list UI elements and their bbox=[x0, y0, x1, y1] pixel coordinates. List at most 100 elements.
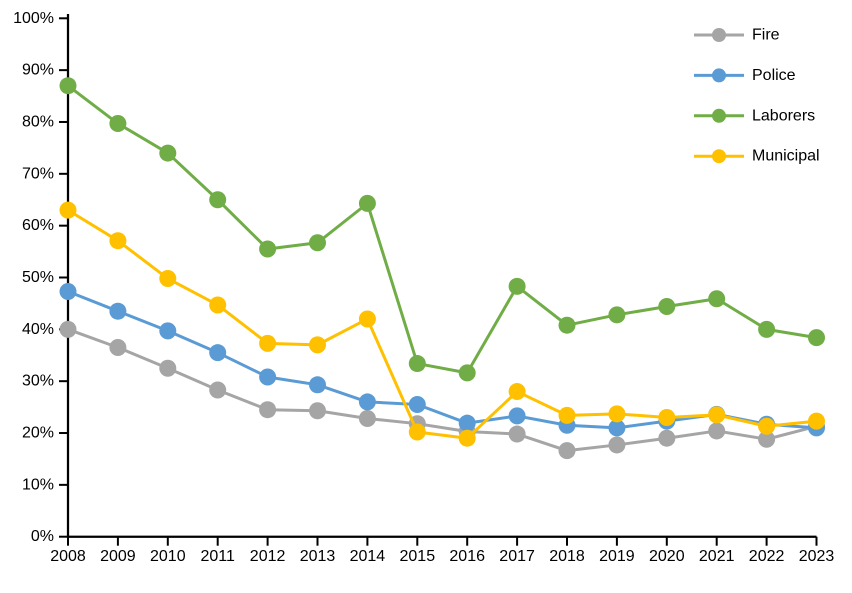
data-point-laborers-2012 bbox=[259, 240, 277, 258]
y-tick-label: 10% bbox=[22, 476, 54, 493]
legend-item-fire: Fire bbox=[694, 27, 780, 44]
x-tick-label: 2008 bbox=[50, 548, 86, 565]
x-tick-label: 2015 bbox=[400, 548, 436, 565]
x-tick-label: 2020 bbox=[649, 548, 685, 565]
data-point-municipal-2016 bbox=[458, 429, 476, 447]
legend-label-police: Police bbox=[752, 67, 796, 84]
x-tick-label: 2014 bbox=[350, 548, 386, 565]
data-point-fire-2021 bbox=[708, 422, 726, 440]
data-point-police-2009 bbox=[109, 302, 127, 320]
x-tick-label: 2021 bbox=[699, 548, 735, 565]
x-tick-label: 2011 bbox=[200, 548, 235, 565]
data-point-police-2012 bbox=[259, 368, 277, 386]
x-tick-label: 2023 bbox=[799, 548, 835, 565]
legend-marker-laborers bbox=[712, 108, 726, 123]
data-point-police-2011 bbox=[209, 344, 227, 362]
data-point-municipal-2008 bbox=[59, 201, 77, 219]
data-point-fire-2008 bbox=[59, 320, 77, 338]
y-tick-label: 60% bbox=[22, 217, 54, 234]
data-point-fire-2022 bbox=[758, 430, 776, 448]
data-point-municipal-2020 bbox=[658, 408, 676, 426]
data-point-fire-2019 bbox=[608, 436, 626, 454]
data-point-municipal-2009 bbox=[109, 232, 127, 250]
data-point-municipal-2015 bbox=[408, 423, 426, 441]
data-point-laborers-2014 bbox=[358, 194, 376, 212]
data-point-fire-2014 bbox=[358, 410, 376, 428]
data-point-municipal-2012 bbox=[259, 334, 277, 352]
legend-label-fire: Fire bbox=[752, 27, 780, 44]
data-point-laborers-2020 bbox=[658, 298, 676, 316]
data-point-fire-2010 bbox=[159, 359, 177, 377]
y-tick-label: 100% bbox=[13, 10, 54, 27]
data-point-laborers-2018 bbox=[558, 316, 576, 334]
data-point-police-2016 bbox=[458, 414, 476, 432]
data-point-laborers-2015 bbox=[408, 355, 426, 373]
data-point-police-2008 bbox=[59, 282, 77, 300]
legend-item-police: Police bbox=[694, 67, 796, 84]
x-tick-label: 2010 bbox=[150, 548, 186, 565]
data-point-fire-2018 bbox=[558, 442, 576, 460]
x-tick-label: 2017 bbox=[499, 548, 535, 565]
legend-marker-municipal bbox=[712, 149, 726, 164]
data-point-laborers-2023 bbox=[808, 329, 825, 347]
y-tick-label: 50% bbox=[22, 269, 54, 286]
y-tick-label: 20% bbox=[22, 425, 54, 442]
y-tick-label: 90% bbox=[22, 62, 54, 79]
x-tick-label: 2022 bbox=[749, 548, 785, 565]
data-point-municipal-2010 bbox=[159, 270, 177, 288]
legend-label-laborers: Laborers bbox=[752, 107, 815, 124]
legend-label-municipal: Municipal bbox=[752, 148, 820, 165]
series-line-fire bbox=[66, 327, 818, 453]
data-point-municipal-2011 bbox=[209, 296, 227, 314]
data-point-laborers-2021 bbox=[708, 290, 726, 308]
data-point-laborers-2016 bbox=[458, 364, 476, 382]
data-point-police-2019 bbox=[608, 419, 626, 437]
data-point-municipal-2023 bbox=[808, 412, 825, 430]
data-point-municipal-2017 bbox=[508, 383, 526, 401]
y-tick-label: 40% bbox=[22, 321, 54, 338]
data-point-police-2010 bbox=[159, 322, 177, 340]
x-tick-label: 2013 bbox=[300, 548, 336, 565]
legend-item-laborers: Laborers bbox=[694, 107, 815, 124]
data-point-municipal-2019 bbox=[608, 405, 626, 423]
data-point-laborers-2017 bbox=[508, 277, 526, 295]
data-point-fire-2020 bbox=[658, 429, 676, 447]
data-point-fire-2012 bbox=[259, 401, 277, 419]
data-point-laborers-2008 bbox=[59, 77, 77, 95]
data-point-municipal-2018 bbox=[558, 406, 576, 424]
data-point-municipal-2013 bbox=[309, 336, 326, 354]
data-point-fire-2017 bbox=[508, 425, 526, 443]
data-point-laborers-2022 bbox=[758, 320, 776, 338]
data-point-police-2013 bbox=[309, 376, 326, 394]
x-tick-label: 2012 bbox=[250, 548, 286, 565]
data-point-laborers-2013 bbox=[309, 234, 326, 252]
x-tick-label: 2018 bbox=[549, 548, 585, 565]
y-tick-label: 80% bbox=[22, 113, 54, 130]
x-tick-label: 2016 bbox=[449, 548, 485, 565]
data-point-fire-2009 bbox=[109, 338, 127, 356]
y-tick-label: 30% bbox=[22, 373, 54, 390]
data-point-municipal-2014 bbox=[358, 310, 376, 328]
data-point-municipal-2022 bbox=[758, 417, 776, 435]
legend-marker-police bbox=[712, 68, 726, 83]
data-point-laborers-2011 bbox=[209, 191, 227, 209]
data-point-fire-2013 bbox=[309, 402, 326, 420]
data-point-police-2017 bbox=[508, 407, 526, 425]
series-line-municipal bbox=[66, 208, 818, 440]
legend-marker-fire bbox=[712, 28, 726, 42]
data-point-police-2014 bbox=[358, 393, 376, 411]
data-point-police-2015 bbox=[408, 396, 426, 414]
x-tick-label: 2019 bbox=[599, 548, 635, 565]
legend-item-municipal: Municipal bbox=[694, 148, 820, 165]
data-point-fire-2011 bbox=[209, 381, 227, 399]
data-point-municipal-2021 bbox=[708, 406, 726, 424]
x-tick-label: 2009 bbox=[100, 548, 136, 565]
y-tick-label: 0% bbox=[31, 528, 54, 545]
data-point-laborers-2010 bbox=[159, 144, 177, 162]
series-line-laborers bbox=[66, 84, 818, 375]
y-tick-label: 70% bbox=[22, 165, 54, 182]
data-point-laborers-2009 bbox=[109, 115, 127, 133]
data-point-laborers-2019 bbox=[608, 306, 626, 324]
